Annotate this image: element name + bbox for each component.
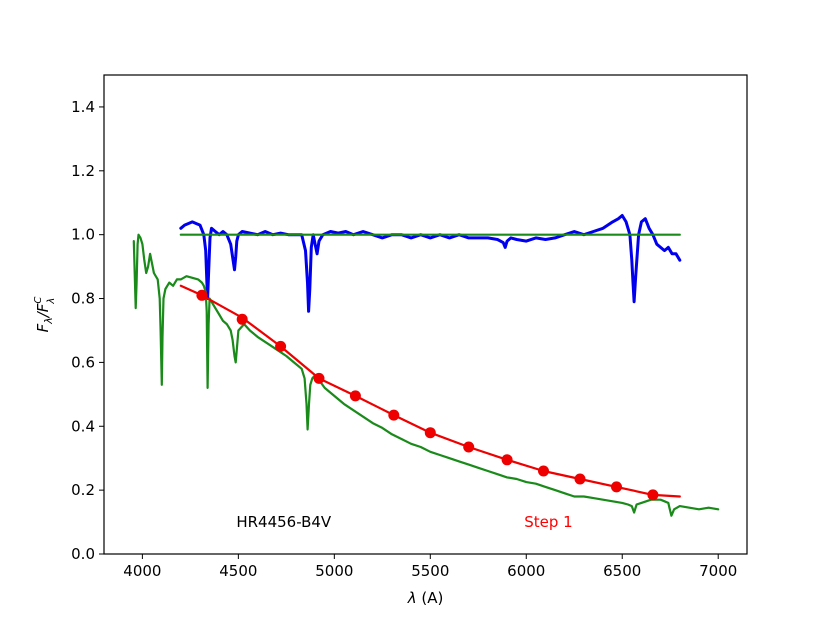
axes-frame bbox=[103, 74, 748, 555]
series-layer bbox=[132, 214, 720, 517]
y-tick-label: 1.4 bbox=[71, 98, 95, 116]
x-tick-label: 6500 bbox=[603, 562, 641, 580]
data-point bbox=[349, 390, 361, 402]
x-tick-label: 4000 bbox=[123, 562, 161, 580]
data-point bbox=[647, 489, 659, 501]
data-point bbox=[538, 465, 549, 477]
x-tick-label: 5500 bbox=[411, 562, 449, 580]
y-axis-label: Fλ/FC λ bbox=[33, 297, 57, 333]
annotation-layer: HR4456-B4V Step 1 bbox=[236, 513, 572, 531]
x-tick-label: 6000 bbox=[507, 562, 545, 580]
y-tick-label: 0.6 bbox=[71, 353, 95, 371]
data-point bbox=[574, 473, 586, 485]
y-tick-label: 0.8 bbox=[71, 290, 95, 308]
y-label-sup2: C bbox=[33, 297, 44, 304]
data-point bbox=[196, 289, 208, 301]
x-axis-label: λ (A) bbox=[407, 589, 444, 607]
data-point bbox=[611, 481, 622, 493]
data-point bbox=[236, 313, 248, 325]
y-tick-label: 1.2 bbox=[71, 162, 95, 180]
annotation-0: HR4456-B4V bbox=[236, 513, 332, 531]
y-label-sep: /F bbox=[34, 303, 52, 319]
y-tick-label: 1.0 bbox=[71, 226, 95, 244]
y-label-sub2: λ bbox=[46, 298, 57, 305]
y-label-sub: λ bbox=[42, 317, 55, 325]
ticks-layer: 4000 4500 5000 5500 6000 6500 7000 0.0 0.2 0.4 0.6… bbox=[71, 98, 737, 580]
y-tick-label: 0.4 bbox=[71, 417, 95, 435]
y-tick-label: 0.0 bbox=[71, 545, 95, 563]
y-tick-label: 0.2 bbox=[71, 481, 95, 499]
series-line-0 bbox=[179, 214, 682, 313]
x-tick-label: 4500 bbox=[219, 562, 257, 580]
x-tick-label: 5000 bbox=[315, 562, 353, 580]
series-line-3 bbox=[179, 284, 681, 498]
data-point bbox=[275, 340, 287, 352]
data-point bbox=[388, 409, 400, 421]
series-line-1 bbox=[132, 233, 720, 517]
x-tick-label: 7000 bbox=[699, 562, 737, 580]
data-point bbox=[463, 441, 475, 453]
y-label-main: F bbox=[34, 323, 52, 332]
data-point bbox=[313, 372, 325, 384]
annotation-1: Step 1 bbox=[524, 513, 572, 531]
data-point bbox=[501, 454, 513, 466]
data-point bbox=[424, 427, 436, 439]
